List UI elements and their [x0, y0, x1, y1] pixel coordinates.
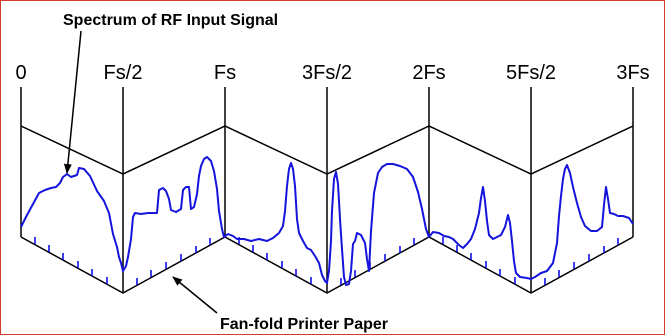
rf-spectrum-annotation: Spectrum of RF Input Signal: [63, 12, 278, 29]
printer-paper-callout-arrow: [172, 276, 218, 314]
freq-label-5fs-half: 5Fs/2: [506, 62, 556, 84]
freq-label-3fs: 3Fs: [616, 62, 649, 84]
printer-paper-annotation: Fan-fold Printer Paper: [220, 316, 388, 333]
freq-label-fs-half: Fs/2: [104, 62, 143, 84]
rf-spectrum-trace: [20, 156, 634, 286]
freq-label-2fs: 2Fs: [412, 62, 445, 84]
freq-label-fs: Fs: [214, 62, 236, 84]
freq-label-3fs-half: 3Fs/2: [302, 62, 352, 84]
fan-fold-paper: [20, 87, 634, 294]
paper-tick-marks: [34, 237, 619, 285]
freq-label-0: 0: [15, 62, 26, 84]
rf-spectrum-callout-arrow: [63, 30, 82, 174]
